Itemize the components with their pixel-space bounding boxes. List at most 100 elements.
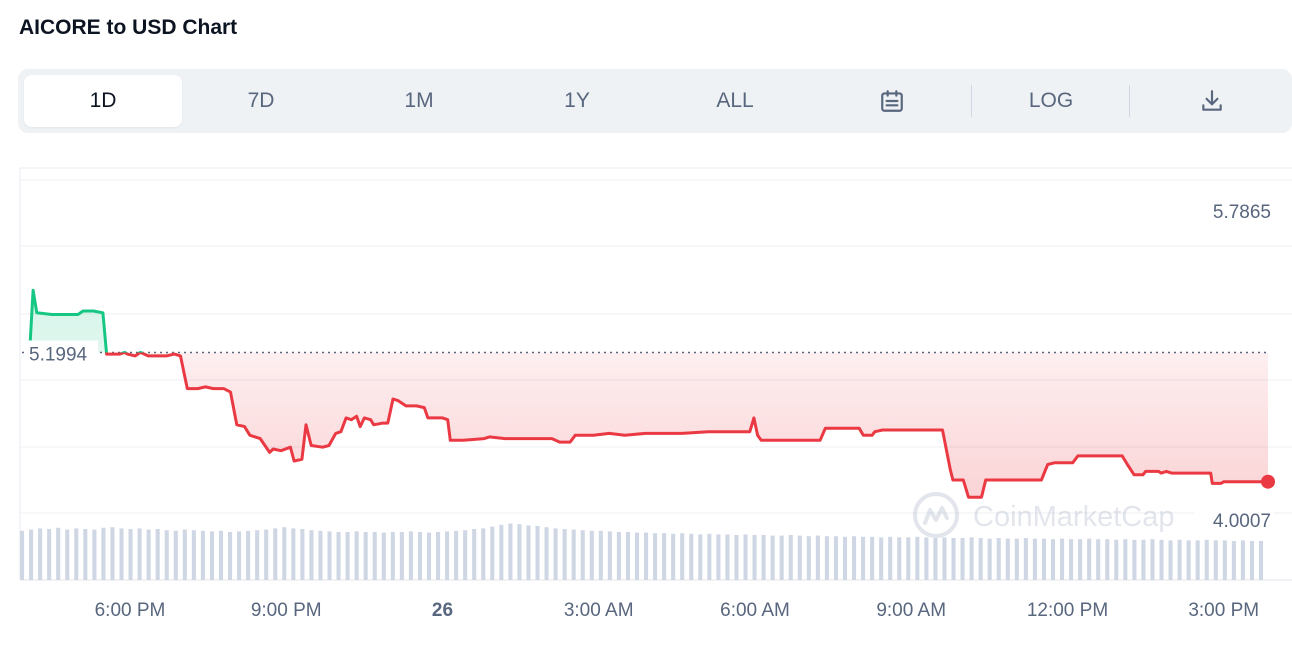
volume-bar — [273, 528, 278, 580]
page-title: AICORE to USD Chart — [19, 16, 238, 39]
volume-bar — [1078, 539, 1083, 580]
volume-bar — [436, 532, 441, 580]
price-area — [30, 290, 1268, 498]
volume-bar — [146, 529, 151, 580]
volume-bar — [653, 533, 658, 580]
volume-bar — [128, 529, 133, 580]
volume-bar — [716, 534, 721, 580]
x-axis-tick-label: 26 — [432, 600, 453, 621]
volume-bar — [906, 537, 911, 580]
reference-price-label: 5.1994 — [29, 345, 88, 366]
volume-bar — [426, 532, 432, 580]
tab-7d[interactable]: 7D — [247, 89, 275, 112]
x-axis-tick-label: 6:00 PM — [95, 600, 166, 621]
volume-bar — [770, 535, 775, 580]
volume-bar — [1204, 539, 1209, 580]
volume-bar — [1041, 538, 1046, 580]
tab-1m[interactable]: 1M — [404, 89, 434, 112]
volume-bar — [381, 532, 386, 580]
volume-bar — [969, 537, 974, 580]
volume-bar — [20, 530, 25, 580]
volume-bar — [1240, 540, 1245, 580]
volume-bar — [1132, 539, 1137, 580]
volume-bar — [562, 529, 567, 580]
volume-bar — [517, 524, 522, 580]
log-toggle[interactable]: LOG — [1028, 89, 1074, 112]
volume-bar — [598, 530, 603, 580]
y-axis-label-high: 5.7865 — [1213, 202, 1271, 223]
tab-1y[interactable]: 1Y — [564, 89, 590, 112]
volume-bar — [472, 529, 477, 580]
volume-bar — [345, 532, 350, 580]
volume-bar — [209, 531, 214, 580]
volume-bar — [508, 523, 513, 580]
volume-bar — [680, 533, 685, 580]
volume-bar — [164, 530, 169, 580]
volume-bar — [101, 527, 106, 580]
volume-bar — [1069, 539, 1074, 580]
x-axis-tick-label: 9:00 PM — [251, 600, 322, 621]
volume-bar — [29, 529, 34, 580]
volume-bar — [1177, 539, 1182, 580]
volume-bar — [1159, 539, 1164, 580]
volume-bar — [1249, 541, 1254, 580]
volume-bar — [92, 529, 97, 580]
volume-bar — [553, 528, 558, 580]
volume-bar — [1087, 538, 1092, 580]
tab-all[interactable]: ALL — [716, 89, 754, 112]
tab-1d[interactable]: 1D — [24, 75, 182, 127]
price-chart[interactable]: CoinMarketCap 5.1994 5.7865 4.0007 6:00 … — [0, 150, 1292, 649]
y-axis-label-low: 4.0007 — [1213, 511, 1271, 532]
volume-bar — [318, 530, 323, 580]
volume-bar — [996, 538, 1001, 580]
volume-bar — [779, 535, 784, 580]
volume-bar — [824, 536, 829, 580]
x-axis-tick-label: 12:00 PM — [1027, 600, 1108, 621]
volume-bars — [20, 523, 1264, 580]
volume-bar — [309, 530, 314, 580]
volume-bar — [255, 530, 260, 580]
volume-bar — [110, 527, 115, 580]
volume-bar — [1005, 538, 1010, 580]
volume-bar — [65, 529, 70, 580]
volume-bar — [734, 535, 739, 580]
download-icon — [1202, 90, 1222, 111]
volume-bar — [454, 530, 459, 580]
volume-bar — [544, 527, 549, 580]
calendar-button[interactable] — [862, 75, 922, 127]
volume-bar — [625, 532, 630, 580]
volume-bar — [1168, 540, 1173, 580]
volume-bar — [363, 532, 368, 580]
volume-bar — [1060, 538, 1065, 580]
price-chart-svg: CoinMarketCap 5.1994 5.7865 4.0007 6:00 … — [19, 167, 1292, 621]
volume-bar — [1114, 539, 1119, 580]
volume-bar — [571, 529, 576, 580]
volume-bar — [74, 528, 79, 580]
volume-bar — [1222, 540, 1227, 580]
volume-bar — [246, 530, 251, 580]
volume-bar — [924, 537, 929, 580]
volume-bar — [1141, 539, 1146, 580]
volume-bar — [662, 533, 667, 580]
volume-bar — [897, 537, 902, 580]
volume-bar — [1150, 539, 1155, 580]
volume-bar — [589, 530, 594, 580]
volume-bar — [481, 528, 486, 580]
volume-bar — [616, 532, 621, 580]
volume-bar — [191, 530, 196, 580]
volume-bar — [842, 536, 848, 580]
volume-bar — [38, 528, 43, 580]
volume-bar — [291, 528, 296, 580]
volume-bar — [399, 532, 404, 580]
volume-bar — [1123, 539, 1128, 580]
volume-bar — [499, 524, 504, 580]
volume-bar — [761, 535, 766, 580]
volume-bar — [1014, 538, 1019, 580]
reference-label-bg — [26, 340, 98, 365]
download-button[interactable] — [1182, 75, 1242, 127]
volume-bar — [463, 530, 468, 580]
volume-bar — [445, 531, 450, 580]
volume-bar — [1032, 538, 1037, 580]
volume-bar — [1231, 541, 1236, 580]
volume-bar — [987, 538, 992, 580]
